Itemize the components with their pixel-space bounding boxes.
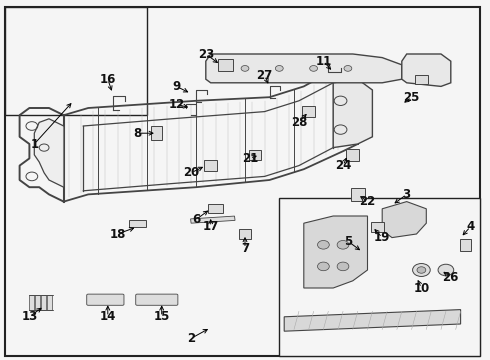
Text: 18: 18 xyxy=(109,228,126,240)
Bar xyxy=(191,216,235,223)
Text: 9: 9 xyxy=(172,80,180,93)
FancyBboxPatch shape xyxy=(129,220,146,227)
Text: 27: 27 xyxy=(256,69,273,82)
Circle shape xyxy=(241,66,249,71)
Text: 12: 12 xyxy=(168,98,185,111)
Text: 22: 22 xyxy=(359,195,376,208)
Text: 24: 24 xyxy=(335,159,351,172)
FancyBboxPatch shape xyxy=(249,150,261,160)
Polygon shape xyxy=(34,119,64,187)
Text: 17: 17 xyxy=(202,220,219,233)
Circle shape xyxy=(344,66,352,71)
Circle shape xyxy=(337,240,349,249)
Circle shape xyxy=(275,66,283,71)
FancyBboxPatch shape xyxy=(346,149,359,161)
Text: 2: 2 xyxy=(187,332,195,345)
Bar xyxy=(29,295,34,310)
Text: 5: 5 xyxy=(344,235,352,248)
Circle shape xyxy=(413,264,430,276)
Polygon shape xyxy=(382,202,426,238)
Text: 11: 11 xyxy=(315,55,332,68)
Bar xyxy=(41,295,46,310)
Text: 19: 19 xyxy=(374,231,391,244)
Bar xyxy=(5,7,147,115)
Text: 23: 23 xyxy=(197,48,214,60)
Text: 7: 7 xyxy=(241,242,249,255)
FancyBboxPatch shape xyxy=(136,294,178,305)
Circle shape xyxy=(337,262,349,271)
Text: 6: 6 xyxy=(192,213,200,226)
Text: 15: 15 xyxy=(153,310,170,323)
Text: 8: 8 xyxy=(133,127,141,140)
Text: 21: 21 xyxy=(242,152,258,165)
Text: 20: 20 xyxy=(183,166,199,179)
FancyBboxPatch shape xyxy=(239,229,251,239)
Polygon shape xyxy=(206,54,402,83)
Text: 13: 13 xyxy=(21,310,38,323)
Text: 16: 16 xyxy=(99,73,116,86)
FancyBboxPatch shape xyxy=(204,160,217,171)
Text: 3: 3 xyxy=(403,188,411,201)
Text: 14: 14 xyxy=(99,310,116,323)
Bar xyxy=(279,198,480,356)
Bar xyxy=(47,295,52,310)
FancyBboxPatch shape xyxy=(302,107,315,117)
Text: 26: 26 xyxy=(442,271,459,284)
Text: 25: 25 xyxy=(403,91,420,104)
FancyBboxPatch shape xyxy=(350,188,365,201)
FancyBboxPatch shape xyxy=(218,59,233,71)
Polygon shape xyxy=(402,54,451,86)
Polygon shape xyxy=(333,79,372,148)
FancyBboxPatch shape xyxy=(209,204,222,213)
Circle shape xyxy=(310,66,318,71)
Circle shape xyxy=(417,267,426,273)
Bar xyxy=(35,295,40,310)
FancyBboxPatch shape xyxy=(460,239,471,251)
Text: 10: 10 xyxy=(413,282,430,294)
Text: 28: 28 xyxy=(291,116,307,129)
Circle shape xyxy=(318,240,329,249)
FancyBboxPatch shape xyxy=(87,294,124,305)
Polygon shape xyxy=(284,310,461,331)
Polygon shape xyxy=(304,216,368,288)
FancyBboxPatch shape xyxy=(371,221,384,232)
Circle shape xyxy=(438,264,454,276)
FancyBboxPatch shape xyxy=(151,126,162,140)
Text: 1: 1 xyxy=(30,138,38,150)
Circle shape xyxy=(318,262,329,271)
Text: 4: 4 xyxy=(466,220,474,233)
FancyBboxPatch shape xyxy=(415,75,428,84)
